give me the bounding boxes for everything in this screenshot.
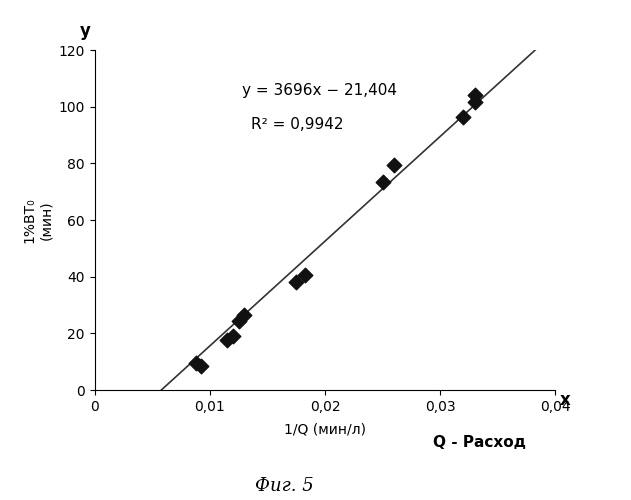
Text: R² = 0,9942: R² = 0,9942 xyxy=(251,118,344,132)
Point xyxy=(389,161,399,169)
Point xyxy=(191,359,201,367)
Point xyxy=(291,278,301,286)
Y-axis label: 1%ВТ₀
(мин): 1%ВТ₀ (мин) xyxy=(23,197,53,243)
Point xyxy=(233,316,244,324)
Point xyxy=(239,311,249,319)
Text: x: x xyxy=(560,391,570,409)
Point xyxy=(469,92,480,100)
X-axis label: 1/Q (мин/л): 1/Q (мин/л) xyxy=(284,422,366,436)
Point xyxy=(458,112,468,120)
Point xyxy=(228,332,238,340)
Text: y = 3696x − 21,404: y = 3696x − 21,404 xyxy=(242,84,397,98)
Point xyxy=(377,178,387,186)
Point xyxy=(196,362,206,370)
Text: Фиг. 5: Фиг. 5 xyxy=(254,477,314,495)
Point xyxy=(222,336,232,344)
Point xyxy=(300,271,310,279)
Point xyxy=(469,98,480,106)
Text: y: y xyxy=(80,22,91,40)
Text: Q - Расход: Q - Расход xyxy=(433,435,526,450)
